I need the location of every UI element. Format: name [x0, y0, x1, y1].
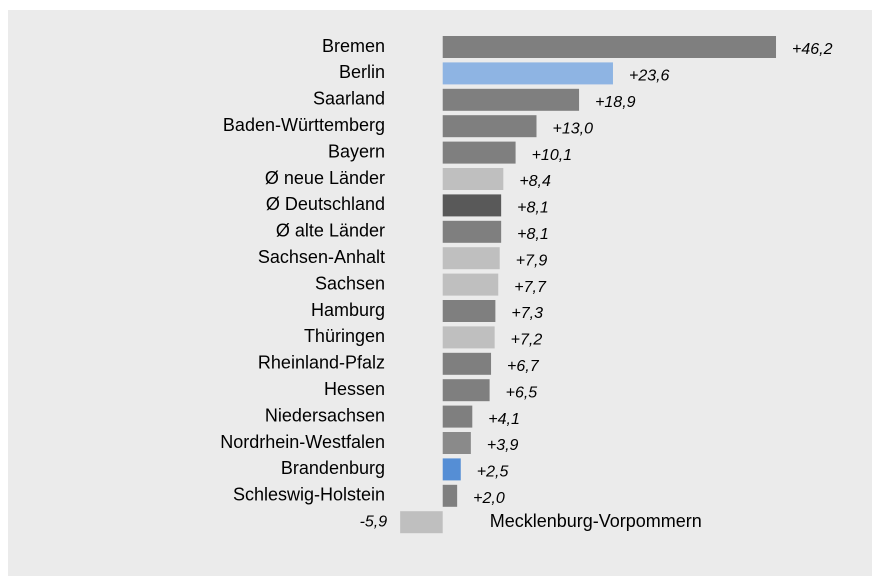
category-label: Ø Deutschland	[266, 194, 385, 214]
category-label: Thüringen	[304, 326, 385, 346]
bar	[442, 115, 537, 138]
value-label: +18,9	[595, 94, 636, 111]
category-label: Bayern	[328, 141, 385, 161]
category-label: Saarland	[313, 89, 385, 109]
category-label: Niedersachsen	[265, 405, 385, 425]
bar	[400, 511, 443, 534]
plot-background	[8, 10, 872, 576]
value-label: +10,1	[532, 147, 572, 164]
value-label: +6,7	[507, 358, 540, 375]
bar	[442, 141, 516, 164]
bar	[442, 405, 473, 428]
value-label: +8,1	[517, 226, 549, 243]
category-label: Hamburg	[311, 300, 385, 320]
value-label: +4,1	[488, 411, 520, 428]
category-label: Mecklenburg-Vorpommern	[490, 511, 702, 531]
bar	[442, 300, 496, 322]
value-label: +2,0	[473, 490, 505, 507]
category-label: Sachsen-Anhalt	[258, 247, 385, 267]
bar	[442, 168, 504, 190]
category-label: Baden-Württemberg	[223, 115, 385, 135]
value-label: +8,1	[517, 200, 549, 217]
value-label: +2,5	[477, 464, 509, 481]
value-label: +6,5	[506, 384, 538, 401]
category-label: Sachsen	[315, 273, 385, 293]
value-label: +3,9	[487, 437, 519, 454]
category-label: Hessen	[324, 379, 385, 399]
bar	[442, 326, 495, 349]
value-label: +13,0	[553, 120, 594, 137]
bar	[442, 379, 490, 402]
bar	[442, 247, 500, 270]
bar	[442, 458, 461, 481]
category-label: Rheinland-Pfalz	[258, 353, 385, 373]
category-label: Berlin	[339, 62, 385, 82]
value-label: +7,7	[514, 279, 547, 296]
bar	[442, 273, 499, 296]
category-label: Bremen	[322, 36, 385, 56]
bar	[442, 194, 502, 217]
value-label: +23,6	[629, 68, 670, 85]
value-label: -5,9	[360, 513, 388, 530]
bar	[442, 36, 777, 58]
value-label: +46,2	[792, 41, 833, 58]
category-label: Ø alte Länder	[276, 221, 385, 241]
category-label: Schleswig-Holstein	[233, 485, 385, 505]
bar	[442, 88, 580, 111]
bar	[442, 484, 458, 507]
value-label: +7,2	[511, 332, 543, 349]
category-label: Ø neue Länder	[265, 168, 385, 188]
bar	[442, 220, 502, 243]
bar	[442, 352, 492, 375]
bar	[442, 62, 613, 85]
category-label: Brandenburg	[281, 458, 385, 478]
value-label: +7,3	[511, 305, 543, 322]
value-label: +7,9	[516, 252, 548, 269]
category-label: Nordrhein-Westfalen	[220, 432, 385, 452]
value-label: +8,4	[519, 173, 551, 190]
bar	[442, 432, 471, 454]
